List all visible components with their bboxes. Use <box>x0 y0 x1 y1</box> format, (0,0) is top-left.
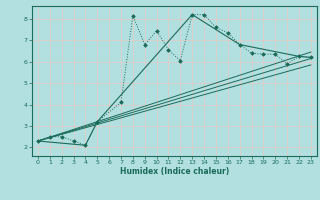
X-axis label: Humidex (Indice chaleur): Humidex (Indice chaleur) <box>120 167 229 176</box>
